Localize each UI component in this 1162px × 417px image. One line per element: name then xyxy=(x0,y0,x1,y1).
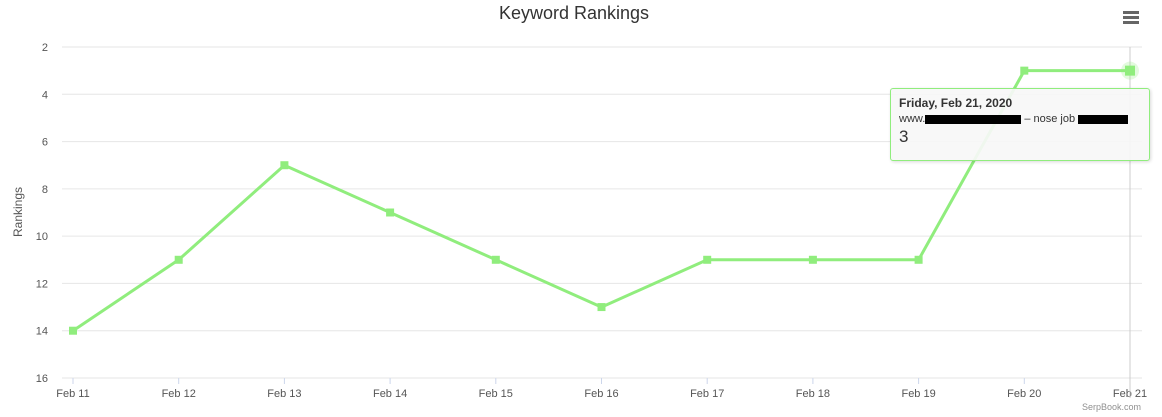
redaction-bar xyxy=(925,114,1022,124)
x-tick-label: Feb 11 xyxy=(56,388,89,400)
x-tick-label: Feb 15 xyxy=(479,388,513,400)
data-point[interactable] xyxy=(280,161,289,170)
tooltip-series-prefix: www. xyxy=(899,113,926,125)
hamburger-menu-icon[interactable] xyxy=(1116,6,1146,28)
x-tick-label: Feb 19 xyxy=(901,388,935,400)
tooltip-value: 3 xyxy=(899,127,909,146)
tooltip-series-middle: – nose job xyxy=(1024,113,1076,125)
y-tick-label: 8 xyxy=(42,184,48,196)
data-point[interactable] xyxy=(914,255,923,264)
y-tick-label: 14 xyxy=(36,326,48,338)
x-tick-label: Feb 12 xyxy=(162,388,196,400)
x-tick-label: Feb 13 xyxy=(267,388,301,400)
x-tick-label: Feb 18 xyxy=(796,388,830,400)
chart-title: Keyword Rankings xyxy=(499,3,649,23)
data-point[interactable] xyxy=(69,326,77,335)
x-tick-label: Feb 20 xyxy=(1007,388,1041,400)
grid-lines xyxy=(62,46,1142,379)
data-point[interactable] xyxy=(703,255,712,264)
data-point[interactable] xyxy=(1125,65,1135,76)
y-tick-label: 6 xyxy=(42,137,48,149)
data-point[interactable] xyxy=(174,255,183,264)
y-tick-label: 2 xyxy=(42,42,48,54)
tooltip-series-name: www. – nose job xyxy=(899,113,1141,125)
credit-link[interactable]: SerpBook.com xyxy=(1082,402,1141,412)
x-tick-label: Feb 17 xyxy=(690,388,724,400)
data-point[interactable] xyxy=(386,208,395,217)
data-point[interactable] xyxy=(597,303,606,312)
x-tick-label: Feb 14 xyxy=(373,388,407,400)
data-point[interactable] xyxy=(1020,66,1029,75)
data-point[interactable] xyxy=(491,255,500,264)
tooltip: Friday, Feb 21, 2020 www. – nose job 3 xyxy=(890,88,1150,161)
y-axis-label: Rankings xyxy=(11,187,25,237)
y-axis-ticks: 2 4 6 8 10 12 14 16 xyxy=(36,42,48,385)
y-tick-label: 4 xyxy=(42,89,48,101)
y-tick-label: 12 xyxy=(36,278,48,290)
x-tick-label: Feb 16 xyxy=(584,388,618,400)
y-tick-label: 16 xyxy=(36,373,48,385)
redaction-bar xyxy=(1078,114,1129,124)
data-point[interactable] xyxy=(808,255,817,264)
y-tick-label: 10 xyxy=(36,231,48,243)
x-axis-ticks: Feb 11 Feb 12 Feb 13 Feb 14 Feb 15 Feb 16 Feb … xyxy=(56,378,1147,400)
series-ranking xyxy=(69,47,1139,398)
tooltip-date: Friday, Feb 21, 2020 xyxy=(899,96,1013,110)
